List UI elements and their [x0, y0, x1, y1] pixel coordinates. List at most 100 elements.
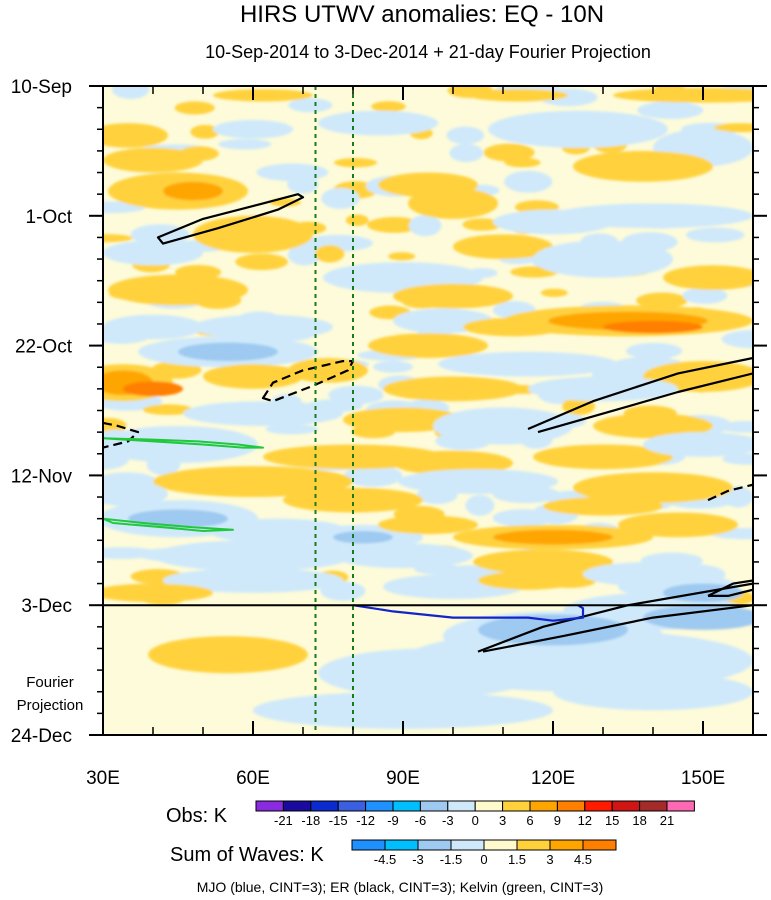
obs-colorbar-box — [255, 800, 284, 812]
contour-mjo-10 — [352, 604, 585, 622]
field-blob — [193, 215, 313, 253]
field-patch — [449, 143, 484, 163]
field-patch — [504, 170, 553, 193]
waves-colorbar-box — [384, 839, 419, 851]
contour-er-3 — [527, 356, 753, 431]
field-blob — [183, 401, 343, 426]
waves-colorbar-label: Sum of Waves: K — [170, 844, 324, 866]
obs-colorbar-box — [392, 800, 421, 812]
field-patch — [287, 244, 322, 266]
obs-colorbar-box — [419, 800, 449, 812]
obs-colorbar-tick-label: 6 — [526, 813, 533, 828]
field-patch — [540, 288, 568, 297]
field-blob — [478, 571, 578, 590]
field-blob — [488, 110, 668, 148]
field-blob — [123, 381, 183, 397]
contour-er-8 — [707, 579, 753, 597]
field-blob — [663, 265, 753, 290]
contour-er-7 — [482, 604, 753, 653]
field-blob — [213, 119, 293, 139]
field-blob — [393, 450, 513, 476]
obs-colorbar-box — [447, 800, 476, 812]
field-blobs — [103, 86, 753, 729]
field-blob — [253, 691, 553, 729]
contour-er-4 — [537, 372, 753, 434]
field-blob — [193, 314, 333, 340]
field-patch — [465, 494, 495, 516]
x-tick-label: 90E — [386, 768, 420, 789]
field-patch — [723, 486, 753, 508]
obs-colorbar-tick-label: -6 — [415, 813, 427, 828]
contour-kelvin-12 — [103, 517, 234, 532]
wave-contours — [103, 193, 753, 653]
field-patch — [235, 253, 289, 271]
y-tick-label: 24-Dec — [11, 726, 72, 747]
anomaly-field — [103, 86, 753, 729]
field-patch — [333, 157, 378, 168]
field-patch — [713, 123, 753, 133]
waves-colorbar-boxes: -4.5 -3 -1.5 0 1.5 3 4.5 — [351, 839, 617, 867]
obs-colorbar-tick-label: 21 — [660, 813, 674, 828]
field-patch — [371, 101, 406, 113]
obs-colorbar-tick-label: 12 — [578, 813, 592, 828]
field-blob — [493, 209, 613, 235]
obs-colorbar-box — [556, 800, 586, 812]
field-blob — [318, 648, 538, 698]
contour-kelvin-11 — [103, 437, 264, 449]
field-blob — [283, 487, 423, 513]
field-patch — [142, 404, 194, 416]
field-blob — [288, 357, 368, 383]
field-patch — [265, 423, 319, 435]
field-blob — [543, 497, 663, 516]
field-patch — [345, 214, 369, 226]
waves-colorbar-box — [351, 839, 386, 851]
field-patch — [462, 218, 502, 231]
obs-colorbar-box — [310, 800, 339, 812]
wave-legend: MJO (blue, CINT=3); ER (black, CINT=3); … — [197, 879, 604, 895]
field-blob — [453, 234, 553, 260]
field-blob — [438, 351, 618, 377]
field-blob — [203, 364, 303, 389]
field-blob — [533, 444, 673, 470]
y-tick-label: 1-Oct — [26, 207, 73, 228]
field-blob — [643, 432, 753, 457]
obs-colorbar-box — [639, 800, 668, 812]
field-patch — [288, 98, 333, 113]
field-blob — [613, 87, 753, 103]
x-tick-label: 120E — [531, 768, 575, 789]
field-blob — [163, 181, 223, 201]
x-tick-label: 30E — [86, 768, 120, 789]
waves-colorbar-tick-label: -4.5 — [374, 852, 396, 867]
obs-colorbar-tick-label: -9 — [387, 813, 399, 828]
obs-colorbar-box — [502, 800, 531, 812]
field-blob — [493, 529, 613, 545]
field-patch — [343, 465, 403, 487]
field-blob — [368, 333, 488, 358]
field-blob — [333, 543, 473, 569]
field-patch — [637, 101, 704, 120]
waves-colorbar-tick-label: -1.5 — [440, 852, 462, 867]
y-tick-label: 3-Dec — [21, 596, 72, 617]
field-patch — [388, 252, 416, 261]
field-patch — [626, 342, 683, 359]
obs-colorbar-box — [666, 800, 695, 812]
field-blob — [573, 150, 713, 182]
obs-colorbar-tick-label: 15 — [605, 813, 619, 828]
field-blob — [318, 110, 438, 136]
field-blob — [333, 531, 393, 544]
field-blob — [193, 647, 293, 663]
obs-colorbar-tick-label: -18 — [301, 813, 320, 828]
field-blob — [618, 512, 738, 538]
field-blob — [378, 515, 478, 535]
waves-colorbar: Sum of Waves: K -4.5 -3 -1.5 0 1.5 3 4.5 — [170, 839, 617, 867]
field-blob — [108, 274, 248, 306]
field-blob — [398, 469, 558, 494]
projection-label-line2: Projection — [17, 697, 84, 714]
field-patch — [103, 234, 134, 243]
waves-colorbar-box — [516, 839, 551, 851]
waves-colorbar-tick-label: 4.5 — [574, 852, 592, 867]
field-blob — [163, 568, 343, 593]
obs-colorbar-box — [529, 800, 558, 812]
field-patch — [174, 101, 215, 115]
field-blob — [593, 413, 713, 439]
